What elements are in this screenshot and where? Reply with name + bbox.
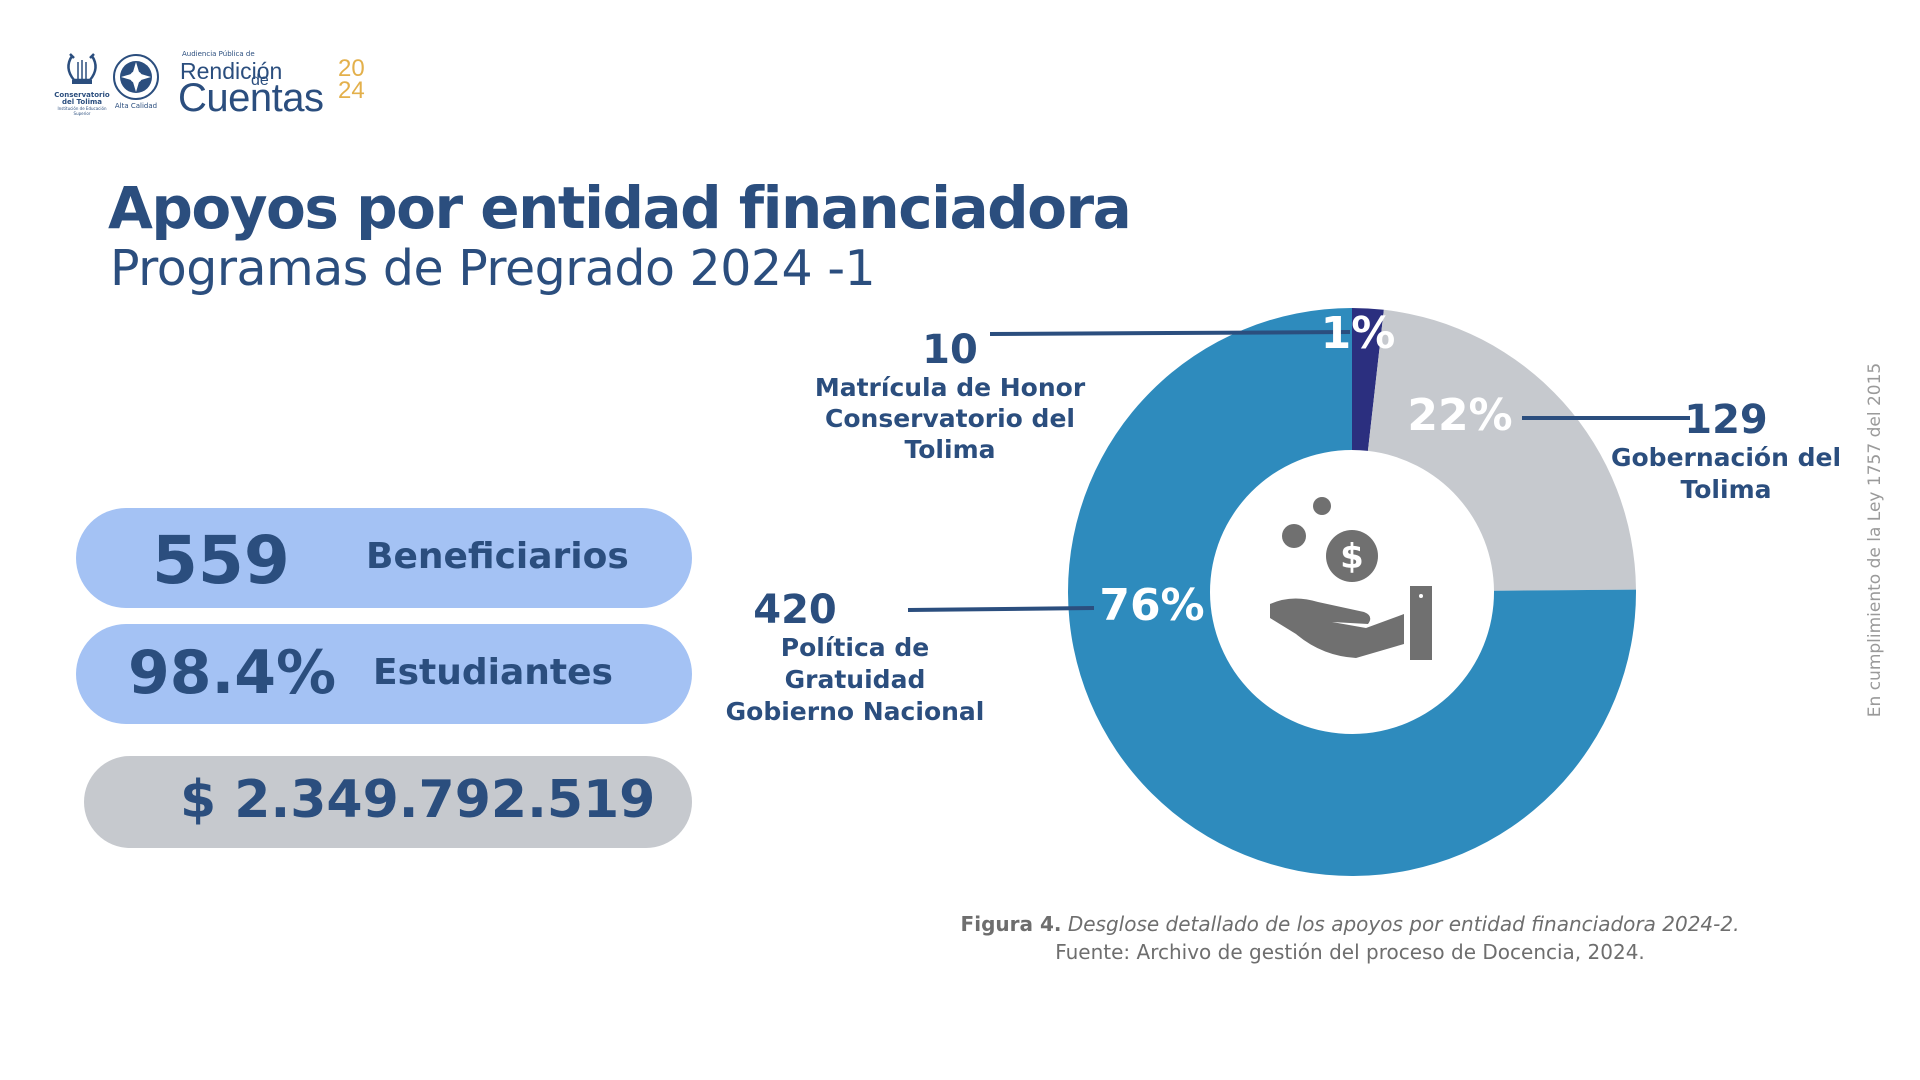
alta-calidad-caption: Alta Calidad bbox=[114, 102, 158, 110]
beneficiarios-value: 559 bbox=[152, 522, 290, 599]
caption-source: Fuente: Archivo de gestión del proceso d… bbox=[1055, 940, 1645, 964]
estudiantes-pill: 98.4% Estudiantes bbox=[76, 624, 692, 724]
page-subtitle: Programas de Pregrado 2024 -1 bbox=[110, 240, 876, 297]
callout-gratuidad-line1: Política de bbox=[780, 633, 930, 662]
logo-cons-line1: Conservatorio bbox=[54, 91, 110, 99]
callout-matricula-line2: Conservatorio del bbox=[825, 404, 1075, 433]
caption-figure: Figura 4. bbox=[960, 912, 1062, 936]
callout-gratuidad-line2: Gratuidad bbox=[784, 665, 926, 694]
rendicion-year: 20 24 bbox=[338, 55, 378, 104]
header-logos: Conservatorio del Tolima Institución de … bbox=[54, 50, 390, 120]
alta-calidad-logo: Alta Calidad bbox=[108, 52, 164, 112]
beneficiarios-label: Beneficiarios bbox=[366, 536, 629, 577]
callout-gobernacion-line1: Gobernación del bbox=[1610, 443, 1842, 472]
rendicion-de: de bbox=[251, 72, 269, 89]
side-note-text: En cumplimiento de la Ley 1757 del 2015 bbox=[1865, 362, 1885, 718]
lyre-icon bbox=[67, 53, 97, 84]
callout-gratuidad-line3: Gobierno Nacional bbox=[725, 697, 985, 726]
year-bottom: 24 bbox=[338, 77, 365, 104]
estudiantes-value: 98.4% bbox=[128, 638, 337, 708]
svg-text:$: $ bbox=[1340, 537, 1364, 577]
leader-gratuidad bbox=[907, 606, 1095, 612]
callout-gobernacion-line2: Tolima bbox=[1680, 475, 1772, 504]
beneficiarios-pill: 559 Beneficiarios bbox=[76, 508, 692, 608]
slice-matricula bbox=[1352, 308, 1384, 451]
caption-description: Desglose detallado de los apoyos por ent… bbox=[1067, 912, 1740, 936]
rendicion-word: Rendición bbox=[180, 58, 283, 84]
monto-value: $ 2.349.792.519 bbox=[180, 770, 656, 830]
conservatorio-logo: Conservatorio del Tolima Institución de … bbox=[54, 50, 110, 116]
callout-gobernacion: 129 Gobernación del Tolima bbox=[1596, 398, 1856, 506]
page-title: Apoyos por entidad financiadora bbox=[108, 174, 1132, 242]
pct-label-gobernacion: 22% bbox=[1407, 390, 1512, 441]
leader-matricula bbox=[989, 330, 1351, 336]
callout-gratuidad-value: 420 bbox=[753, 587, 837, 633]
callout-matricula-line1: Matrícula de Honor bbox=[814, 373, 1086, 402]
monto-pill: $ 2.349.792.519 bbox=[84, 756, 692, 848]
logo-cons-line3: Institución de Educación Superior bbox=[57, 106, 107, 116]
cuentas-word: Cuentas bbox=[178, 76, 324, 120]
rendicion-small: Audiencia Pública de bbox=[182, 50, 255, 58]
slice-gobernacion bbox=[1367, 309, 1636, 591]
callout-gobernacion-value: 129 bbox=[1684, 397, 1768, 443]
callout-matricula: 10 Matrícula de Honor Conservatorio del … bbox=[800, 328, 1100, 465]
estudiantes-label: Estudiantes bbox=[373, 652, 613, 693]
year-top: 20 bbox=[338, 55, 365, 82]
callout-gratuidad: 420 Política de Gratuidad Gobierno Nacio… bbox=[700, 588, 1010, 728]
callout-matricula-value: 10 bbox=[922, 327, 978, 373]
accreditation-seal-icon bbox=[113, 54, 159, 100]
slice-gratuidad bbox=[1068, 308, 1636, 877]
figure-caption: Figura 4. Desglose detallado de los apoy… bbox=[900, 910, 1800, 966]
pct-label-gratuidad: 76% bbox=[1099, 580, 1204, 631]
callout-matricula-line3: Tolima bbox=[904, 435, 996, 464]
pct-label-matricula: 1% bbox=[1321, 308, 1396, 359]
logo-cons-line2: del Tolima bbox=[61, 98, 103, 106]
hand-coins-icon: $ bbox=[1270, 497, 1432, 660]
